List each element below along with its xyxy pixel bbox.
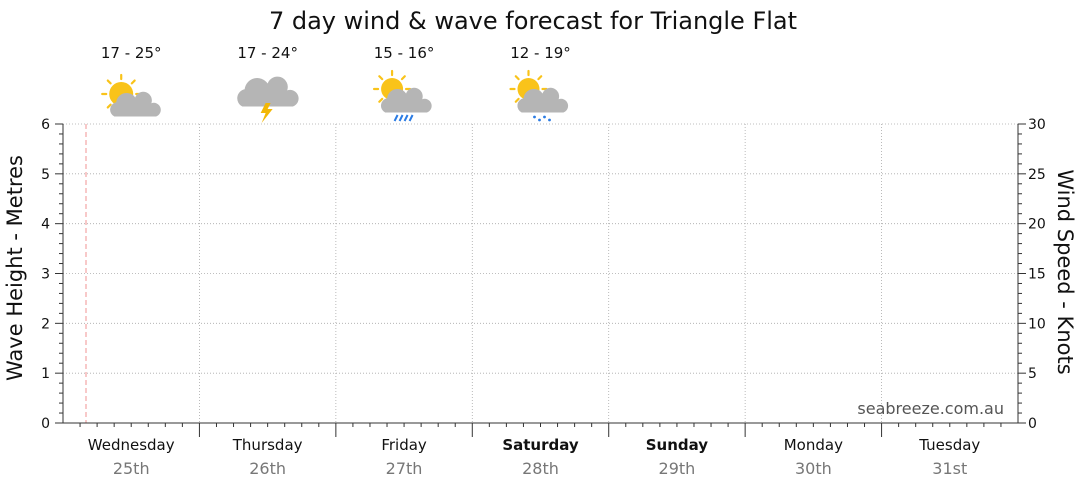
sun-ray [537, 75, 543, 81]
day-date: 27th [386, 459, 423, 478]
weather-icons [101, 69, 569, 123]
sun-ray [378, 75, 384, 81]
rain-drop [398, 114, 404, 122]
sun-ray [514, 75, 520, 81]
drizzle-dot [548, 118, 551, 122]
right-axis-label: Wind Speed - Knots [1053, 169, 1077, 374]
day-name: Tuesday [918, 436, 980, 454]
sun-ray [400, 75, 406, 81]
right-tick-label: 0 [1028, 416, 1037, 432]
day-temp-range: 15 - 16° [374, 44, 435, 62]
day-columns: Wednesday 25th 17 - 25° Thursday 26th 17 - 24… [88, 44, 981, 478]
cloud-shape [237, 76, 299, 107]
sun-drizzle-icon [509, 69, 569, 122]
left-tick-label: 2 [41, 316, 50, 332]
axes: 0 1 2 3 4 5 6 0 5 10 15 20 25 30 [41, 117, 1046, 437]
sun-ray [106, 103, 112, 109]
day-date: 29th [659, 459, 696, 478]
watermark: seabreeze.com.au [857, 399, 1004, 418]
sun-rain-icon [372, 69, 432, 122]
right-tick-label: 20 [1028, 217, 1046, 233]
chart-title: 7 day wind & wave forecast for Triangle … [269, 7, 797, 35]
day-date: 28th [522, 459, 559, 478]
drizzle-dot [538, 118, 541, 122]
drizzle-dot [543, 115, 546, 119]
cloud-shape [380, 87, 432, 113]
cloud-shape [110, 91, 161, 117]
day-date: 25th [113, 459, 150, 478]
day-name: Thursday [232, 436, 303, 454]
left-tick-label: 3 [41, 267, 50, 283]
day-date: 26th [249, 459, 286, 478]
thunderstorm-icon [237, 76, 299, 123]
day-name: Sunday [646, 436, 709, 454]
cloud-shape [517, 87, 569, 113]
day-name: Saturday [502, 436, 579, 454]
day-name: Monday [784, 436, 843, 454]
grid [63, 123, 1018, 423]
sun-ray [106, 79, 112, 85]
right-tick-label: 10 [1028, 316, 1046, 332]
day-temp-range: 17 - 25° [101, 44, 162, 62]
day-date: 30th [795, 459, 832, 478]
day-date: 31st [932, 459, 967, 478]
right-tick-label: 30 [1028, 117, 1046, 133]
left-axis-label: Wave Height - Metres [3, 155, 27, 381]
left-tick-label: 4 [41, 217, 50, 233]
partly-cloudy-icon [101, 73, 161, 117]
right-tick-label: 15 [1028, 267, 1046, 283]
right-tick-label: 25 [1028, 167, 1046, 183]
sun-ray [130, 79, 136, 85]
rain-drop [393, 114, 399, 122]
right-tick-label: 5 [1028, 366, 1037, 382]
drizzle-dot [533, 115, 536, 119]
rain-drop [403, 114, 409, 122]
left-tick-label: 1 [41, 366, 50, 382]
left-tick-label: 0 [41, 416, 50, 432]
left-tick-label: 5 [41, 167, 50, 183]
day-temp-range: 17 - 24° [237, 44, 298, 62]
day-name: Friday [381, 436, 427, 454]
lightning-bolt [260, 103, 273, 123]
day-temp-range: 12 - 19° [510, 44, 571, 62]
sun-ray [378, 97, 384, 103]
day-name: Wednesday [88, 436, 175, 454]
left-tick-label: 6 [41, 117, 50, 133]
sun-ray [514, 97, 520, 103]
rain-drop [408, 114, 414, 122]
